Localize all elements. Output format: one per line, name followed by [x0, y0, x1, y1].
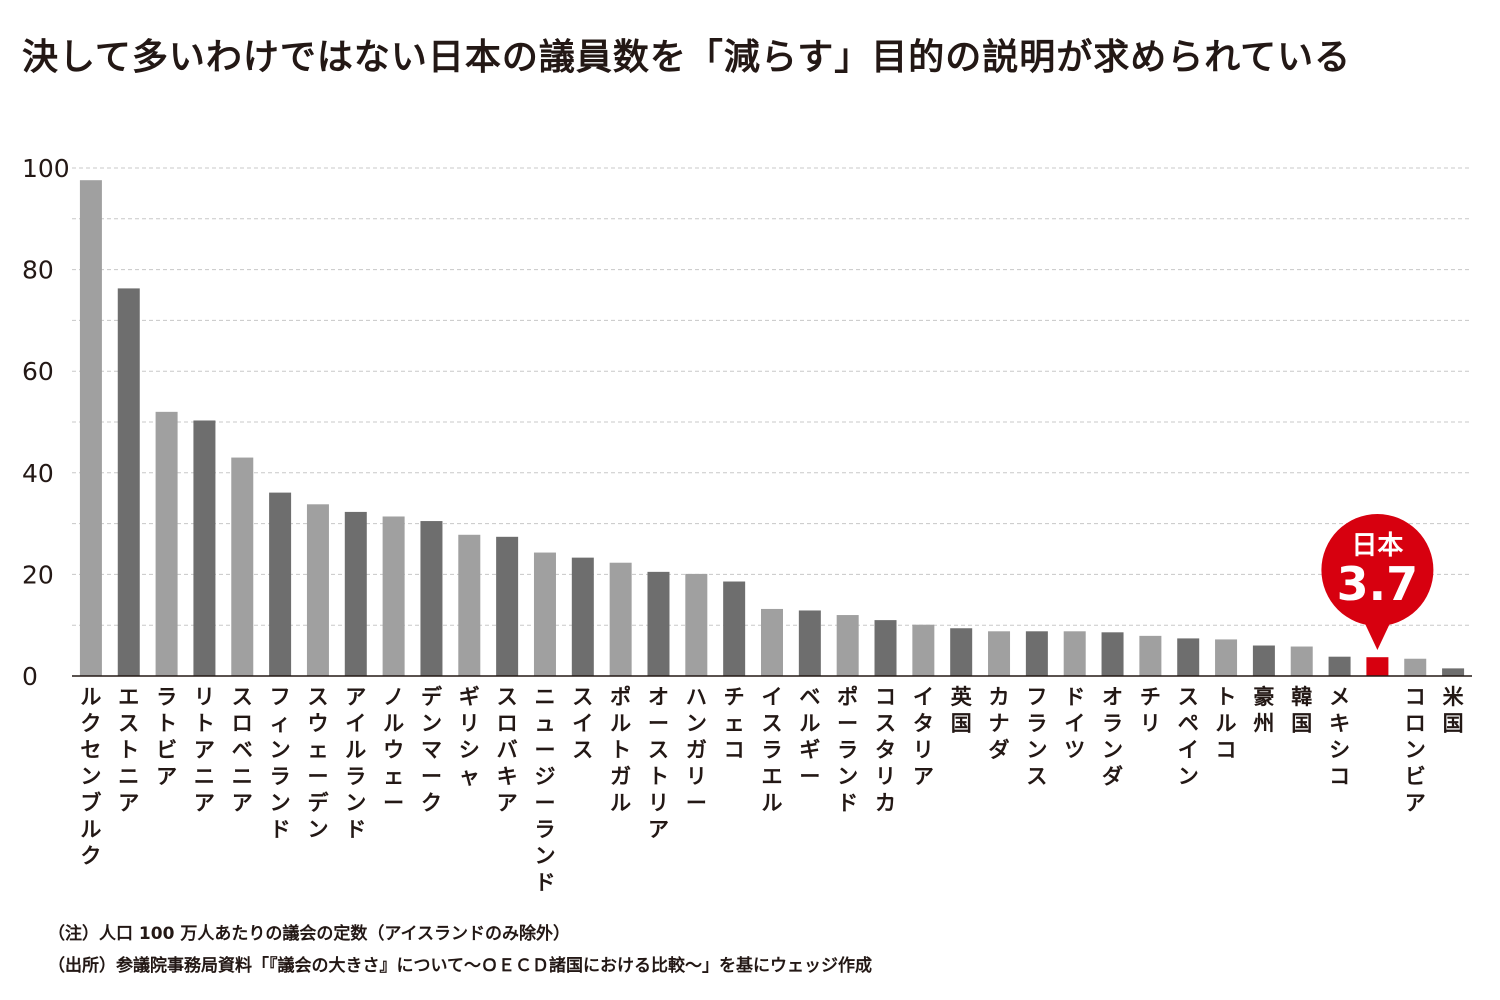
bar [685, 573, 708, 676]
bar [117, 288, 140, 676]
bar [496, 536, 519, 676]
x-tick-label: アイルランド [345, 685, 366, 842]
y-tick-label: 80 [22, 256, 54, 285]
x-tick-label: 米国 [1443, 685, 1465, 736]
bar [723, 581, 746, 676]
x-tick-label: フィンランド [270, 685, 291, 842]
x-tick-label: チリ [1140, 685, 1161, 736]
bar [231, 457, 254, 676]
x-tick-label: スロベニア [232, 685, 253, 815]
bar [420, 521, 443, 676]
bar [269, 492, 292, 676]
bar [1215, 639, 1238, 676]
bars [79, 180, 1465, 676]
highlight-callout: 日本3.7 [1321, 514, 1434, 650]
source-text: （出所）参議院事務局資料「『議会の大きさ』について〜ＯＥＣＤ諸国における比較〜」… [48, 956, 872, 976]
callout-country: 日本 [1351, 531, 1403, 561]
x-tick-label: スロバキア [497, 685, 518, 815]
x-tick-label: エストニア [118, 685, 139, 815]
bar [1025, 631, 1048, 676]
bar [193, 420, 216, 676]
x-tick-label: イスラエル [762, 685, 783, 815]
x-tick-label: 英国 [951, 685, 973, 736]
x-tick-label: コロンビア [1405, 685, 1426, 815]
bar [761, 608, 783, 676]
bar [1177, 638, 1200, 676]
x-tick-label: コスタリカ [875, 685, 896, 815]
bar [1404, 658, 1427, 676]
chart-title: 決して多いわけではない日本の議員数を「減らす」目的の説明が求められている [22, 37, 1352, 78]
bar [1063, 631, 1086, 676]
bar [306, 504, 329, 676]
bar [912, 624, 935, 676]
bar [647, 571, 670, 676]
x-tick-label: ベルギー [799, 685, 820, 789]
bar [609, 562, 632, 676]
y-axis-ticks: 0 20 40 60 80 100 [22, 154, 70, 691]
bar [1328, 656, 1351, 676]
bar [1442, 668, 1465, 676]
x-tick-label: 豪州 [1253, 685, 1274, 736]
bar [836, 615, 859, 676]
x-tick-label: ノルウェー [383, 685, 404, 815]
x-tick-label: ギリシャ [459, 685, 480, 789]
bar [79, 180, 102, 676]
x-tick-label: メキシコ [1329, 685, 1350, 789]
y-tick-label: 60 [22, 357, 54, 386]
y-tick-label: 40 [22, 459, 54, 488]
x-tick-label: ニュージーランド [534, 685, 555, 895]
bar [458, 534, 481, 676]
bar [571, 557, 594, 676]
bar [1139, 635, 1162, 676]
x-tick-label: スウェーデン [307, 685, 329, 842]
x-tick-label: イタリア [913, 685, 934, 789]
x-tick-label: トルコ [1216, 685, 1237, 762]
footnotes: （注）人口 100 万人あたりの議会の定数（アイスランドのみ除外） （出所）参議… [48, 918, 872, 982]
x-tick-label: カナダ [989, 685, 1010, 762]
bar [950, 628, 973, 676]
y-tick-label: 100 [22, 154, 70, 183]
callout-pointer [1361, 616, 1394, 650]
x-tick-label: スペイン [1178, 685, 1199, 789]
x-tick-label: デンマーク [421, 685, 443, 815]
bar [1101, 632, 1124, 676]
x-tick-label: ハンガリー [686, 685, 707, 815]
x-tick-label: 韓国 [1291, 685, 1312, 736]
x-tick-label: オーストリア [648, 685, 669, 842]
x-tick-label: オランダ [1102, 685, 1123, 789]
y-tick-label: 20 [22, 560, 54, 589]
x-tick-label: フランス [1026, 685, 1047, 789]
x-tick-label: スイス [572, 685, 593, 762]
note-text: （注）人口 100 万人あたりの議会の定数（アイスランドのみ除外） [48, 924, 570, 944]
x-tick-label: ドイツ [1064, 685, 1085, 762]
bar [798, 610, 821, 676]
x-tick-label: チェコ [724, 685, 745, 762]
callout-value: 3.7 [1337, 557, 1419, 611]
bar [344, 511, 367, 676]
x-tick-label: リトアニア [194, 685, 215, 815]
x-tick-label: ポーランド [837, 685, 858, 815]
bar [533, 552, 556, 676]
x-tick-label: ポルトガル [610, 685, 631, 815]
x-tick-label: ラトビア [156, 685, 177, 789]
bar [1366, 657, 1389, 676]
x-tick-label: ルクセンブルク [80, 685, 101, 868]
bar [874, 620, 897, 676]
bar [1252, 645, 1275, 676]
bar [988, 631, 1011, 676]
grid-lines [72, 167, 1472, 626]
y-tick-label: 0 [22, 662, 38, 691]
bar [1290, 646, 1313, 676]
callout-bubble [1321, 514, 1434, 626]
bar [382, 516, 405, 676]
bar [155, 411, 178, 676]
x-axis-labels: ルクセンブルクエストニアラトビアリトアニアスロベニアフィンランドスウェーデンアイ… [80, 685, 1464, 895]
